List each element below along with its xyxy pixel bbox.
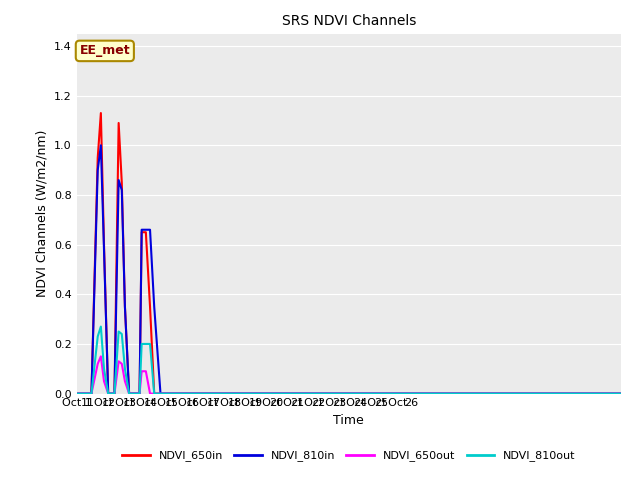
NDVI_810in: [118, 187, 125, 193]
NDVI_810out: [73, 391, 81, 396]
Y-axis label: NDVI Channels (W/m2/nm): NDVI Channels (W/m2/nm): [36, 130, 49, 297]
NDVI_650out: [104, 391, 112, 396]
NDVI_650in: [157, 391, 164, 396]
NDVI_810in: [125, 391, 133, 396]
NDVI_650out: [138, 368, 145, 374]
NDVI_650in: [88, 391, 95, 396]
NDVI_810out: [136, 391, 143, 396]
NDVI_810in: [94, 167, 102, 173]
NDVI_810in: [150, 304, 158, 310]
NDVI_810out: [132, 391, 140, 396]
NDVI_650out: [88, 391, 95, 396]
NDVI_810out: [118, 331, 125, 337]
NDVI_650out: [617, 391, 625, 396]
NDVI_810in: [132, 391, 140, 396]
NDVI_810out: [125, 391, 133, 396]
NDVI_810out: [150, 391, 158, 396]
NDVI_810out: [115, 329, 122, 335]
Title: SRS NDVI Channels: SRS NDVI Channels: [282, 14, 416, 28]
NDVI_810in: [115, 177, 122, 183]
NDVI_650out: [146, 391, 154, 396]
NDVI_650in: [97, 110, 105, 116]
NDVI_650out: [136, 391, 143, 396]
NDVI_650out: [73, 391, 81, 396]
NDVI_810in: [97, 143, 105, 148]
NDVI_650in: [146, 304, 154, 310]
NDVI_650in: [115, 120, 122, 126]
NDVI_810out: [121, 366, 129, 372]
NDVI_810out: [138, 341, 145, 347]
NDVI_650in: [104, 391, 112, 396]
NDVI_810in: [121, 304, 129, 310]
NDVI_810in: [157, 391, 164, 396]
Line: NDVI_810out: NDVI_810out: [77, 326, 621, 394]
NDVI_650out: [125, 391, 133, 396]
NDVI_810out: [97, 324, 105, 329]
NDVI_810in: [138, 227, 145, 233]
NDVI_810in: [88, 391, 95, 396]
NDVI_650out: [142, 368, 150, 374]
X-axis label: Time: Time: [333, 414, 364, 427]
NDVI_810out: [617, 391, 625, 396]
NDVI_650in: [136, 391, 143, 396]
NDVI_810in: [111, 391, 118, 396]
NDVI_650in: [100, 242, 108, 248]
NDVI_810in: [136, 391, 143, 396]
NDVI_650in: [142, 229, 150, 235]
NDVI_650out: [115, 359, 122, 364]
NDVI_650out: [94, 361, 102, 367]
Line: NDVI_650in: NDVI_650in: [77, 113, 621, 394]
NDVI_810in: [617, 391, 625, 396]
NDVI_650out: [111, 391, 118, 396]
NDVI_650in: [118, 180, 125, 185]
NDVI_650in: [132, 391, 140, 396]
NDVI_650out: [118, 361, 125, 367]
NDVI_650in: [138, 229, 145, 235]
NDVI_650out: [132, 391, 140, 396]
NDVI_650in: [111, 391, 118, 396]
NDVI_650in: [73, 391, 81, 396]
NDVI_650out: [100, 378, 108, 384]
NDVI_810out: [100, 366, 108, 372]
NDVI_810in: [104, 391, 112, 396]
NDVI_810in: [73, 391, 81, 396]
Legend: NDVI_650in, NDVI_810in, NDVI_650out, NDVI_810out: NDVI_650in, NDVI_810in, NDVI_650out, NDV…: [118, 446, 580, 466]
NDVI_810out: [88, 391, 95, 396]
NDVI_650out: [157, 391, 164, 396]
NDVI_810in: [100, 247, 108, 252]
Line: NDVI_650out: NDVI_650out: [77, 356, 621, 394]
NDVI_650in: [121, 304, 129, 310]
NDVI_650in: [617, 391, 625, 396]
NDVI_650out: [97, 353, 105, 359]
Text: EE_met: EE_met: [79, 44, 130, 58]
NDVI_810in: [146, 227, 154, 233]
NDVI_650out: [121, 378, 129, 384]
NDVI_650in: [94, 155, 102, 161]
NDVI_650in: [125, 391, 133, 396]
NDVI_650in: [150, 391, 158, 396]
NDVI_810out: [146, 341, 154, 347]
Line: NDVI_810in: NDVI_810in: [77, 145, 621, 394]
NDVI_810out: [104, 391, 112, 396]
NDVI_810out: [157, 391, 164, 396]
NDVI_810out: [111, 391, 118, 396]
NDVI_810out: [94, 334, 102, 339]
